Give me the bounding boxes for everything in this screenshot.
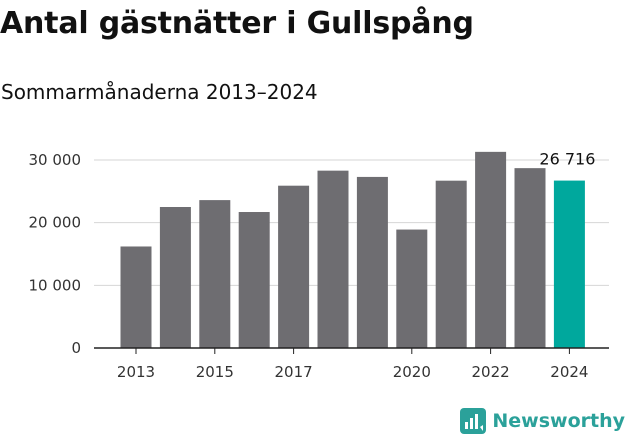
bar-2016	[238, 212, 270, 348]
y-tick-label: 0	[71, 339, 81, 357]
x-tick-label: 2015	[196, 363, 234, 381]
brand-logo: Newsworthy	[460, 408, 625, 434]
x-axis	[94, 347, 609, 354]
bar-2024	[553, 180, 585, 348]
x-tick-label: 2020	[393, 363, 431, 381]
bar-2019	[356, 176, 388, 348]
x-tick-label: 2022	[472, 363, 510, 381]
bar-2013	[120, 246, 152, 348]
bar-2015	[199, 200, 231, 348]
data-label: 26 716	[539, 150, 595, 169]
newsworthy-logo-icon	[460, 408, 487, 434]
y-tick-label: 30 000	[29, 151, 82, 169]
bars	[120, 151, 585, 348]
labels: 0 10 000 20 000 30 000 2013 2015 2017 2020 2022 2…	[29, 150, 596, 381]
bar-2017	[278, 185, 310, 348]
bar-2014	[159, 207, 191, 348]
x-tick-label: 2024	[550, 363, 588, 381]
bar-2020	[396, 229, 428, 348]
y-tick-label: 10 000	[29, 276, 82, 294]
bar-2018	[317, 170, 349, 348]
chart-subtitle: Sommarmånaderna 2013–2024	[1, 80, 318, 104]
y-tick-label: 20 000	[29, 214, 82, 232]
bar-2022	[475, 151, 507, 348]
x-tick-label: 2017	[275, 363, 313, 381]
bar-2021	[435, 180, 467, 348]
bar-2023	[514, 168, 546, 348]
x-tick-label: 2013	[117, 363, 155, 381]
chart-title: Antal gästnätter i Gullspång	[0, 6, 474, 41]
brand-name: Newsworthy	[492, 410, 625, 432]
